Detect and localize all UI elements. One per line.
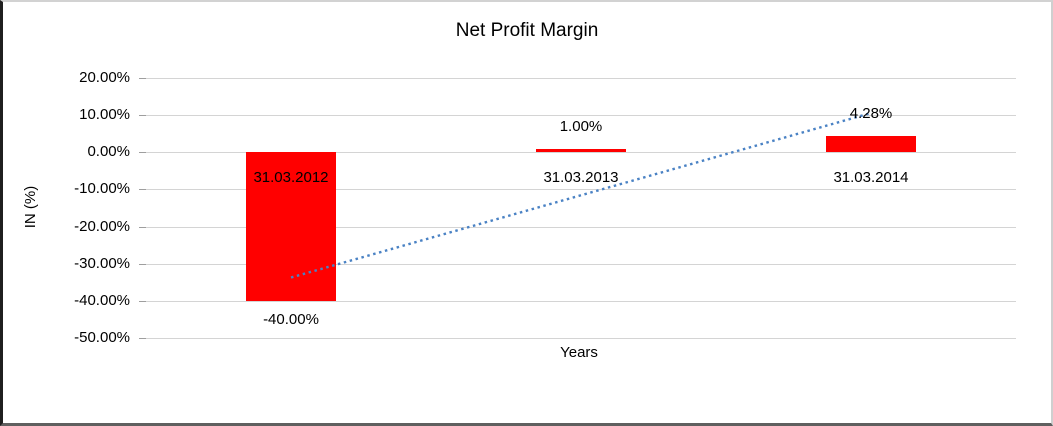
gridline	[146, 300, 1016, 302]
y-axis-tick	[139, 338, 146, 339]
x-axis-title: Years	[560, 344, 598, 361]
bar	[536, 148, 626, 153]
category-label: 31.03.2012	[253, 169, 329, 187]
category-label: 31.03.2013	[543, 169, 619, 187]
chart-title: Net Profit Margin	[455, 20, 599, 41]
y-tick-label: 0.00%	[87, 143, 130, 161]
gridline	[146, 78, 1016, 79]
gridline	[146, 338, 1016, 339]
category-label: 31.03.2014	[833, 169, 909, 187]
data-label: 4.28%	[849, 105, 893, 123]
y-tick-label: 20.00%	[79, 69, 130, 86]
y-axis-tick	[139, 152, 146, 154]
y-tick-label: -40.00%	[74, 291, 130, 309]
bar	[826, 136, 916, 153]
y-axis-tick	[139, 115, 146, 117]
y-axis-tick	[139, 300, 146, 302]
data-label: 1.00%	[559, 117, 603, 135]
y-axis-title: IN (%)	[22, 185, 39, 229]
y-tick-label: -50.00%	[74, 329, 130, 346]
data-label: -40.00%	[263, 310, 319, 328]
y-tick-label: -20.00%	[74, 217, 130, 235]
y-axis-tick	[139, 78, 146, 79]
y-tick-label: -30.00%	[74, 254, 130, 272]
y-tick-label: 10.00%	[79, 106, 130, 124]
y-axis-tick	[139, 189, 146, 191]
y-axis-tick	[139, 263, 146, 265]
y-axis-tick	[139, 226, 146, 228]
y-tick-label: -10.00%	[74, 180, 130, 198]
